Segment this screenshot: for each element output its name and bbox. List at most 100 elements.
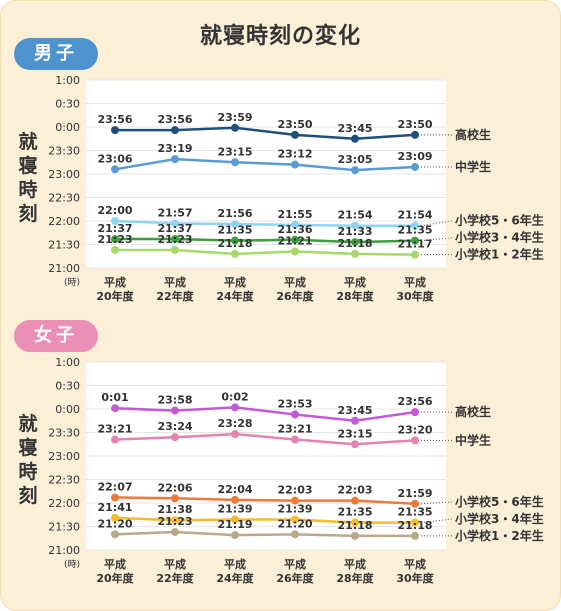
data-label: 21:59 [397,487,432,500]
data-label: 21:20 [97,517,132,530]
legend-label: 高校生 [455,404,491,419]
y-tick-label: 0:30 [55,380,80,393]
data-point [351,166,359,175]
data-label: 23:56 [157,113,192,126]
data-label: 21:56 [217,207,252,220]
data-label: 21:54 [397,209,432,222]
series-line [114,157,416,172]
data-label: 23:12 [277,148,312,161]
data-label: 21:20 [277,517,312,530]
legend-label: 小学校3・4年生 [455,511,544,526]
data-point [351,518,359,527]
legend-label: 小学校5・6年生 [455,213,544,228]
x-tick-label: 26年度 [276,289,314,303]
y-tick-label: 0:00 [55,121,80,134]
data-point [291,515,299,524]
data-point [231,236,239,245]
data-label: 21:23 [157,515,192,528]
data-point [351,496,359,505]
data-label: 23:19 [157,142,192,155]
data-point [111,513,119,522]
data-label: 21:35 [397,506,432,519]
data-label: 23:58 [157,394,192,407]
data-label: 23:21 [277,423,312,436]
data-point [291,220,299,229]
y-tick-label: 21:00 [48,544,80,557]
data-point [231,220,239,229]
data-point [291,235,299,244]
x-tick-label: 平成 [104,275,126,289]
y-tick-label: 1:00 [55,356,80,369]
male-badge: 男子 [14,38,98,70]
data-label: 23:15 [217,145,252,158]
x-tick-label: 28年度 [336,289,374,303]
data-label: 21:54 [337,209,372,222]
data-label: 23:50 [277,118,312,131]
data-point [291,435,299,444]
data-label: 21:35 [337,506,372,519]
data-point [411,236,419,245]
data-label: 23:50 [397,118,432,131]
data-point [411,408,419,417]
data-label: 21:17 [397,238,432,251]
data-point [351,531,359,540]
data-point [231,495,239,504]
data-point [351,134,359,143]
data-label: 23:20 [397,423,432,436]
data-label: 21:21 [277,235,312,248]
data-label: 22:03 [337,484,372,497]
data-point [111,235,119,244]
data-point [231,515,239,524]
legend-label: 小学校5・6年生 [455,494,544,509]
y-axis-label-male: 就寝時刻 [18,131,38,225]
data-point [411,250,419,259]
x-tick-label: 30年度 [396,289,434,303]
data-point [171,516,179,525]
data-label: 21:18 [337,519,372,532]
data-label: 23:28 [217,417,252,430]
x-tick-label: 24年度 [216,289,254,303]
y-tick-label: 21:00 [48,262,80,275]
data-label: 21:18 [397,519,432,532]
data-label: 21:33 [337,225,372,238]
data-label: 23:24 [157,420,192,433]
data-label: 21:23 [97,233,132,246]
x-tick-label: 22年度 [156,571,194,585]
data-point [411,436,419,445]
x-tick-label: 20年度 [96,571,134,585]
data-point [231,403,239,412]
data-point [171,527,179,536]
data-label: 21:39 [217,502,252,515]
data-point [291,247,299,256]
data-point [111,126,119,135]
series-line [115,126,416,141]
data-point [411,531,419,540]
y-unit-label: (時) [64,277,80,288]
data-label: 23:56 [397,395,432,408]
y-tick-label: 1:00 [55,74,80,87]
data-label: 22:03 [277,484,312,497]
legend-label: 中学生 [455,432,491,447]
series-line [114,530,415,538]
data-point [231,249,239,258]
data-label: 23:15 [337,427,372,440]
data-label: 21:18 [217,237,252,250]
data-point [351,221,359,230]
data-point [171,155,179,164]
data-label: 23:59 [217,111,252,124]
female-badge: 女子 [14,320,98,352]
data-point [171,126,179,135]
data-point [111,530,119,539]
data-point [171,494,179,503]
data-point [111,435,119,444]
data-point [351,249,359,258]
data-point [291,160,299,169]
data-point [411,221,419,230]
x-tick-label: 平成 [164,275,186,289]
x-tick-label: 平成 [284,275,306,289]
y-unit-label: (時) [64,559,80,570]
data-point [171,219,179,228]
legend-label: 小学校1・2年生 [455,247,544,262]
page-title: 就寝時刻の変化 [199,24,361,49]
